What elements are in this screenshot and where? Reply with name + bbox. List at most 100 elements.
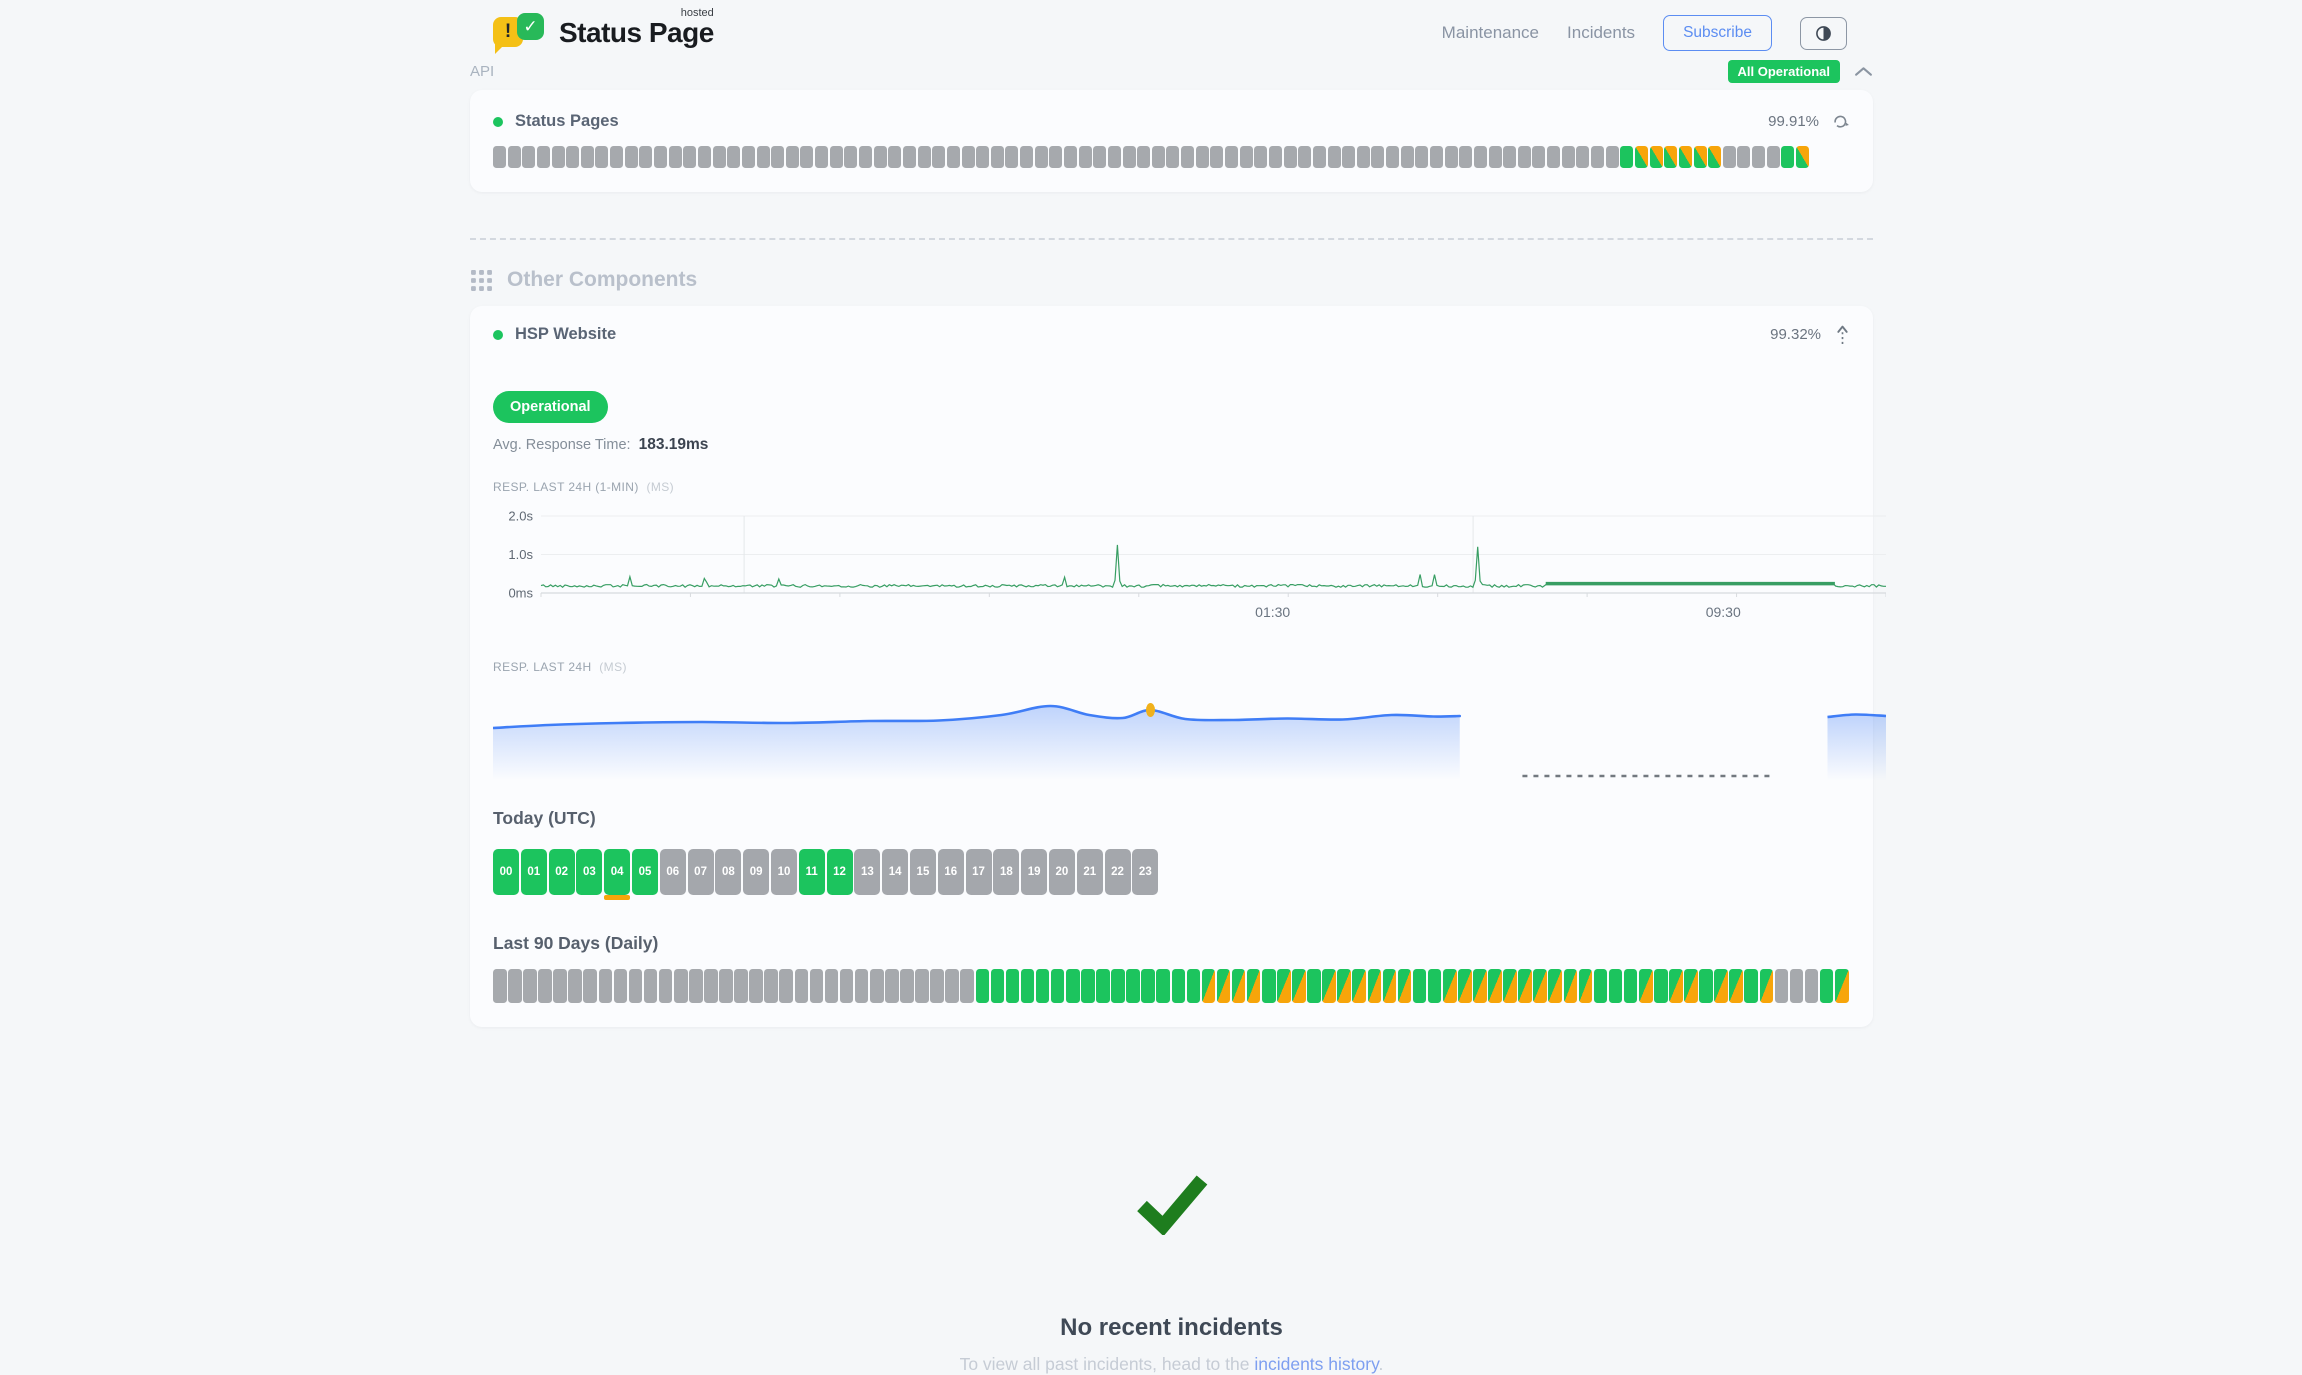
uptime-bar <box>1620 146 1634 168</box>
day-block <box>1020 969 1035 1003</box>
day-block <box>1246 969 1261 1003</box>
uptime-bar <box>1722 146 1736 168</box>
theme-toggle-button[interactable] <box>1800 16 1847 50</box>
day-block <box>1563 969 1578 1003</box>
uptime-bar <box>727 146 741 168</box>
uptime-bar <box>946 146 960 168</box>
incidents-history-link[interactable]: incidents history <box>1254 1354 1379 1374</box>
day-block <box>1216 969 1231 1003</box>
uptime-bar <box>815 146 829 168</box>
uptime-bar <box>1678 146 1692 168</box>
uptime-percentage: 99.91% <box>1768 113 1819 130</box>
collapse-up-arrow-icon[interactable] <box>1835 324 1850 345</box>
day-block <box>643 969 658 1003</box>
uptime-bar <box>1605 146 1619 168</box>
header-nav: Maintenance Incidents Subscribe <box>1442 15 1873 51</box>
uptime-bar <box>1459 146 1473 168</box>
day-block <box>1352 969 1367 1003</box>
uptime-bar <box>1005 146 1019 168</box>
hour-block: 04 <box>604 849 631 900</box>
uptime-bar <box>1649 146 1663 168</box>
chart2-unit: (MS) <box>599 660 627 674</box>
day-block <box>538 969 552 1003</box>
day-block <box>1035 969 1050 1003</box>
uptime-bar <box>1488 146 1502 168</box>
response-time-line-chart: 2.0s 1.0s 0ms 01:30 09:30 <box>508 509 1886 620</box>
day-block <box>1096 969 1110 1003</box>
day-block <box>1488 969 1502 1003</box>
day-block <box>1382 969 1397 1003</box>
day-block <box>1171 969 1186 1003</box>
day-block <box>1714 969 1728 1003</box>
chevron-up-icon[interactable] <box>1854 66 1873 77</box>
day-block <box>1623 969 1638 1003</box>
uptime-bar <box>566 146 580 168</box>
svg-text:1.0s: 1.0s <box>508 547 533 562</box>
hour-block: 15 <box>909 849 936 895</box>
day-block <box>1322 969 1336 1003</box>
uptime-bar <box>1151 146 1165 168</box>
hour-block: 14 <box>882 849 909 895</box>
hour-block: 17 <box>965 849 992 895</box>
no-incidents-section: No recent incidents To view all past inc… <box>470 1173 1873 1375</box>
uptime-bar <box>536 146 550 168</box>
operational-pill: Operational <box>493 391 608 423</box>
day-block <box>689 969 703 1003</box>
hour-block: 18 <box>993 849 1020 895</box>
no-incidents-subtitle: To view all past incidents, head to the … <box>470 1354 1873 1375</box>
response-time-area-chart <box>493 703 1886 784</box>
day-block <box>1005 969 1020 1003</box>
nav-incidents[interactable]: Incidents <box>1567 23 1636 42</box>
brand-logo-icon: ! ✓ <box>493 12 551 54</box>
uptime-bar <box>932 146 946 168</box>
uptime-bar <box>1400 146 1414 168</box>
uptime-bar <box>1356 146 1370 168</box>
hour-block: 21 <box>1076 849 1103 895</box>
day-block <box>734 969 748 1003</box>
day-block <box>1397 969 1412 1003</box>
day-block <box>1292 969 1306 1003</box>
uptime-bar <box>1503 146 1517 168</box>
uptime-bar <box>1664 146 1678 168</box>
uptime-bar <box>917 146 931 168</box>
uptime-bar <box>1327 146 1341 168</box>
day-block <box>553 969 567 1003</box>
uptime-bar <box>1225 146 1239 168</box>
subscribe-button[interactable]: Subscribe <box>1663 15 1772 51</box>
day-block <box>1744 969 1759 1003</box>
day-block <box>1789 969 1804 1003</box>
brand-title: Status Page <box>559 17 714 48</box>
uptime-bar <box>1312 146 1326 168</box>
uptime-bar <box>844 146 858 168</box>
hour-block: 00 <box>493 849 519 895</box>
day-block <box>1503 969 1517 1003</box>
hsp-website-card: HSP Website 99.32% Operational Avg. Resp… <box>470 306 1886 1027</box>
status-pages-row: Status Pages 99.91% <box>493 112 1850 131</box>
uptime-bar <box>1371 146 1385 168</box>
uptime-bar <box>493 146 506 168</box>
uptime-bar <box>1254 146 1268 168</box>
day-block <box>975 969 990 1003</box>
nav-maintenance[interactable]: Maintenance <box>1441 23 1540 42</box>
uptime-bar <box>1078 146 1092 168</box>
refresh-icon[interactable] <box>1833 114 1850 129</box>
big-check-icon <box>1136 1175 1207 1237</box>
chart2-label: RESP. LAST 24H (MS) <box>493 660 1850 674</box>
uptime-bar <box>1430 146 1443 168</box>
day-block <box>1774 969 1789 1003</box>
uptime-bar <box>800 146 814 168</box>
hour-block: 02 <box>548 849 575 895</box>
day-block <box>523 969 537 1003</box>
uptime-bar <box>976 146 990 168</box>
uptime-bar <box>683 146 697 168</box>
day-block <box>824 969 839 1003</box>
status-summary: All Operational <box>1727 59 1873 83</box>
day-block <box>1186 969 1201 1003</box>
other-components-title: Other Components <box>507 268 698 291</box>
uptime-bar <box>1576 146 1590 168</box>
hour-block: 22 <box>1104 849 1131 895</box>
uptime-bar <box>1517 146 1531 168</box>
uptime-bar <box>697 146 711 168</box>
status-pages-card: Status Pages 99.91% <box>470 90 1873 192</box>
hour-block: 08 <box>715 849 742 895</box>
